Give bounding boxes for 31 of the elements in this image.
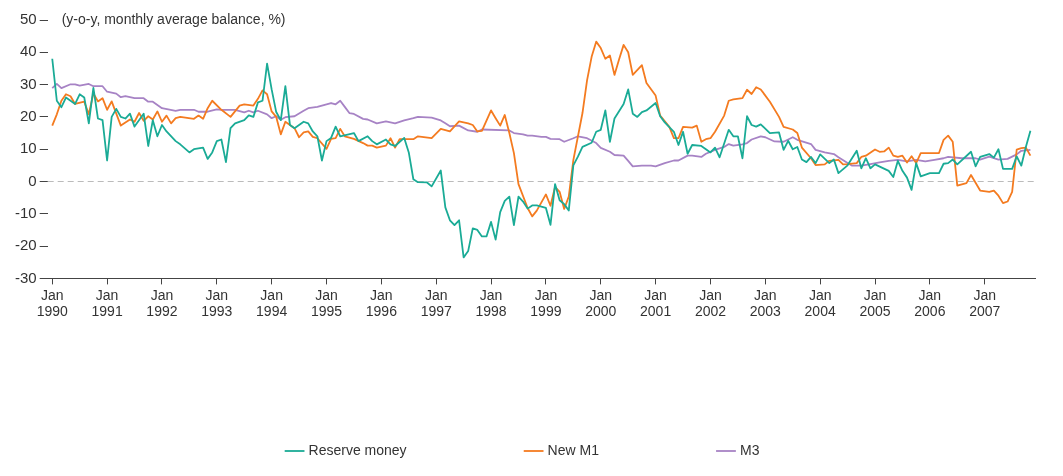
x-tick-label: Jan 2003 <box>749 286 782 320</box>
x-tick-label: Jan 1998 <box>475 286 507 320</box>
x-tick-label: Jan 2001 <box>640 286 672 320</box>
x-tick-label: Jan 1995 <box>310 286 343 320</box>
x-tick-label: Jan 1994 <box>256 286 288 320</box>
x-tick-label: Jan 1993 <box>201 286 233 320</box>
x-tick-label: Jan 2002 <box>694 286 727 320</box>
y-tick-label: 0 <box>28 171 37 189</box>
x-tick-label: Jan 1997 <box>420 286 452 320</box>
x-tick-label: Jan 1990 <box>36 286 69 320</box>
legend-label: New M1 <box>547 441 600 458</box>
x-tick-label: Jan 1996 <box>365 286 398 320</box>
x-tick-label: Jan 1991 <box>91 286 123 320</box>
y-tick-label: -10 <box>14 203 37 221</box>
y-tick-label: 50 <box>19 10 37 28</box>
x-tick-label: Jan 2007 <box>969 286 1001 320</box>
legend-label: M3 <box>739 441 760 458</box>
x-tick-label: Jan 2005 <box>859 286 891 320</box>
legend-label: Reserve money <box>308 441 407 458</box>
x-tick-label: Jan 1999 <box>530 286 562 320</box>
y-tick-label: -30 <box>14 268 37 286</box>
x-tick-label: Jan 1992 <box>146 286 178 320</box>
y-tick-label: 20 <box>19 107 37 125</box>
x-tick-label: Jan 2000 <box>585 286 617 320</box>
y-tick-label: 40 <box>19 42 37 60</box>
x-tick-label: Jan 2006 <box>914 286 946 320</box>
y-tick-label: -20 <box>14 236 37 254</box>
y-tick-label: 10 <box>19 139 37 157</box>
y-axis-title: (y-o-y, monthly average balance, %) <box>61 10 286 27</box>
x-tick-label: Jan 2004 <box>804 286 836 320</box>
y-tick-label: 30 <box>19 74 37 92</box>
